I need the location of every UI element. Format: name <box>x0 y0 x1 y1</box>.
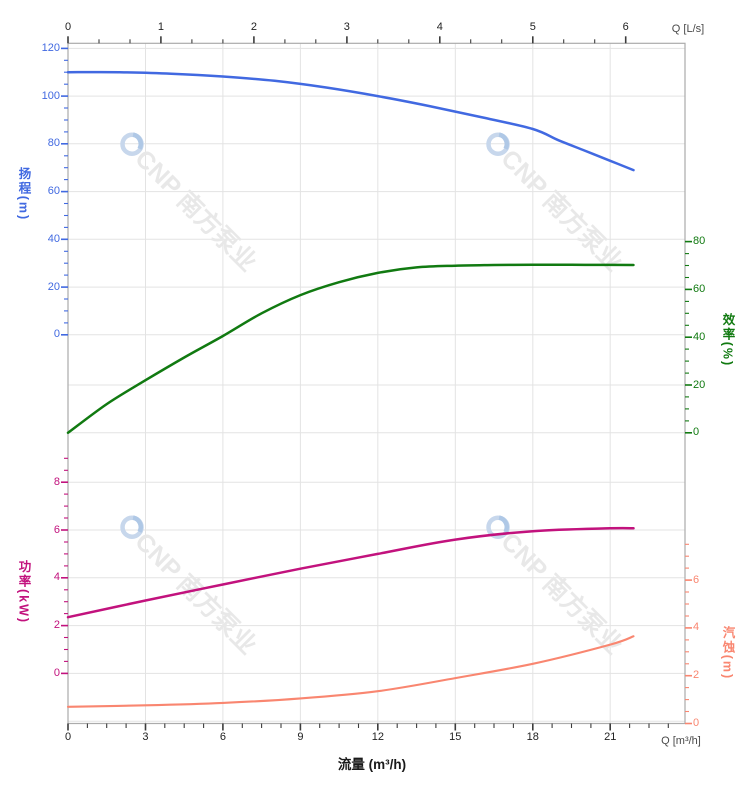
watermark-text: CNP 南方泵业 <box>129 527 262 660</box>
curve-head <box>66 70 635 172</box>
watermark-text: CNP 南方泵业 <box>495 527 628 660</box>
curve-efficiency <box>66 263 635 435</box>
watermark: CNP 南方泵业 <box>120 132 263 277</box>
watermark-text: CNP 南方泵业 <box>129 144 262 277</box>
cnp-logo-swirl <box>132 132 143 150</box>
watermark: CNP 南方泵业 <box>120 515 263 660</box>
cnp-logo-swirl <box>132 515 143 533</box>
plot-border <box>67 42 686 725</box>
watermark-text: CNP 南方泵业 <box>495 144 628 277</box>
watermark: CNP 南方泵业 <box>486 132 629 277</box>
curve-power <box>66 526 635 619</box>
curve-npsh <box>66 635 635 708</box>
cnp-logo-swirl <box>498 132 509 150</box>
cnp-logo-swirl <box>498 515 509 533</box>
